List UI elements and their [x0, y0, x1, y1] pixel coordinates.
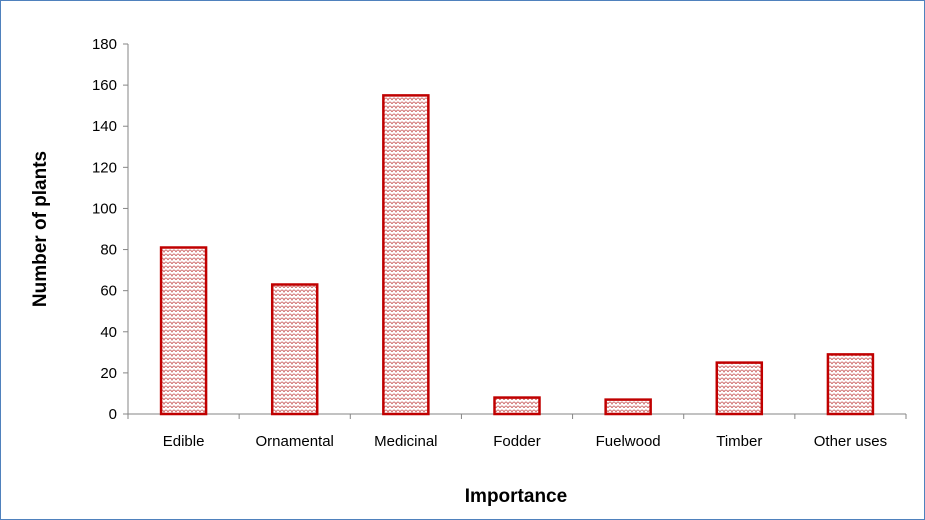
y-axis-title: Number of plants: [30, 151, 51, 307]
x-tick-label: Other uses: [814, 433, 887, 450]
bars: [159, 94, 875, 416]
y-tick-label: 60: [100, 283, 117, 300]
y-tick-label: 140: [92, 118, 117, 135]
bar-other-uses: [826, 353, 875, 416]
y-axis: 0 20 40 60 80 100 120 140 160 180: [92, 36, 129, 423]
bar-ornamental: [270, 283, 319, 416]
x-axis: Edible Ornamental Medicinal Fodder Fuelwood T…: [127, 413, 907, 450]
bar-edible: [159, 246, 208, 416]
x-tick-label: Medicinal: [374, 433, 437, 450]
y-tick-label: 160: [92, 77, 117, 94]
x-tick-label: Edible: [163, 433, 205, 450]
bar-fuelwood: [604, 398, 652, 416]
bar-timber: [715, 361, 764, 416]
x-tick-label: Timber: [716, 433, 762, 450]
y-tick-label: 0: [109, 406, 117, 423]
x-tick-label: Fuelwood: [596, 433, 661, 450]
y-tick-label: 20: [100, 365, 117, 382]
y-tick-label: 120: [92, 159, 117, 176]
y-tick-label: 100: [92, 200, 117, 217]
x-tick-label: Fodder: [493, 433, 541, 450]
bar-medicinal: [382, 94, 430, 416]
y-tick-label: 80: [100, 242, 117, 259]
bar-fodder: [493, 396, 541, 416]
x-tick-label: Ornamental: [256, 433, 334, 450]
y-tick-label: 40: [100, 324, 117, 341]
y-tick-label: 180: [92, 36, 117, 53]
x-axis-title: Importance: [465, 486, 567, 507]
